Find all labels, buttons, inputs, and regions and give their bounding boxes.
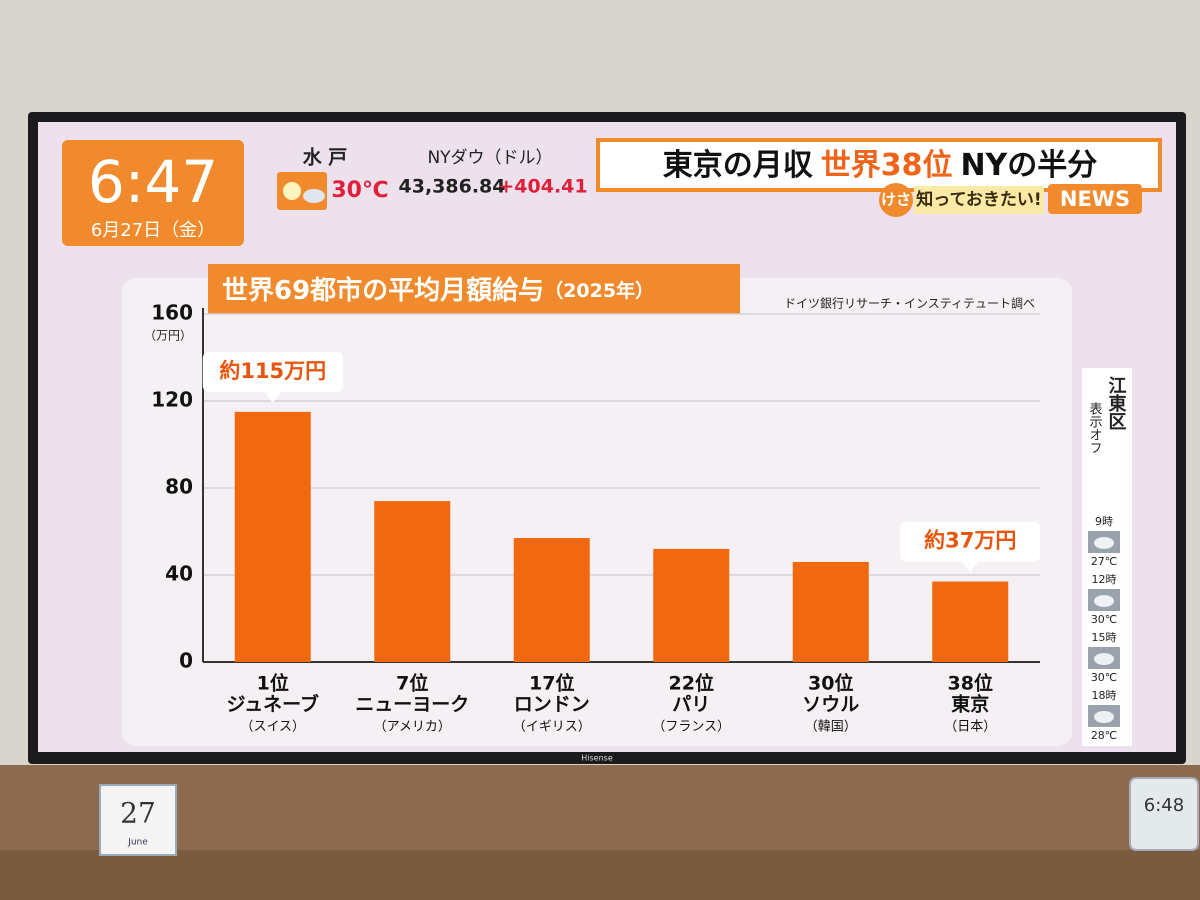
date: 6月27日（金） xyxy=(91,220,215,241)
program-tag-box xyxy=(914,186,1044,214)
cloud xyxy=(1094,595,1114,607)
forecast-time: 18時 xyxy=(1092,689,1117,702)
y-tick-label: 0 xyxy=(179,649,193,673)
x-country-label: （イギリス） xyxy=(513,720,591,735)
x-country-label: （スイス） xyxy=(240,720,305,735)
bar xyxy=(513,538,590,662)
forecast-temp: 28℃ xyxy=(1091,729,1117,742)
forecast-time: 12時 xyxy=(1092,573,1117,586)
x-country-label: （アメリカ） xyxy=(374,720,451,735)
x-tick-label: ニューヨーク xyxy=(355,694,469,716)
desk-clock-time: 6:48 xyxy=(1144,795,1184,816)
cloud-icon xyxy=(303,189,325,203)
title-text: 世界69都市の平均月額給与 xyxy=(222,275,544,306)
headline-part: NYの半分 xyxy=(960,148,1097,183)
x-country-label: （韓国） xyxy=(805,720,857,735)
calendar-month: June xyxy=(127,838,148,848)
dow-value: 43,386.84 xyxy=(399,176,506,198)
value-label: 約37万円 xyxy=(924,529,1016,553)
panel-note: 表示オフ xyxy=(1087,402,1103,454)
x-tick-label: ソウル xyxy=(802,694,859,716)
y-tick-label: 40 xyxy=(165,562,193,586)
value-callout xyxy=(900,521,1041,562)
program-badge xyxy=(879,183,913,217)
bar xyxy=(653,548,730,662)
x-rank-label: 38位 xyxy=(948,672,993,695)
forecast-time: 9時 xyxy=(1095,515,1113,528)
y-tick-label: 160 xyxy=(151,301,193,325)
headline-part: 東京の月収 xyxy=(663,148,814,183)
x-tick-label: ロンドン xyxy=(514,694,590,716)
cloud xyxy=(1094,653,1114,665)
bar xyxy=(792,561,869,662)
forecast-temp: 27℃ xyxy=(1091,555,1117,568)
cloud xyxy=(1094,537,1114,549)
desk-clock xyxy=(1129,777,1199,851)
headline-box xyxy=(596,138,1162,192)
y-tick-label: 120 xyxy=(151,388,193,412)
tv-brand: Hisense xyxy=(581,754,613,763)
sun-icon xyxy=(283,182,301,200)
x-rank-label: 7位 xyxy=(396,672,428,695)
panel-area: 江東区 xyxy=(1106,376,1127,430)
x-tick-label: パリ xyxy=(672,694,710,716)
clock: 6:47 xyxy=(88,148,218,216)
cloud xyxy=(1094,711,1114,723)
value-label: 約115万円 xyxy=(219,359,326,383)
dow-label: NYダウ（ドル） xyxy=(427,148,552,168)
x-rank-label: 17位 xyxy=(529,672,574,695)
clock-box xyxy=(62,140,244,246)
calendar-block xyxy=(99,784,177,856)
dow-change: +404.41 xyxy=(498,176,587,198)
y-tick-label: 80 xyxy=(165,475,193,499)
value-callout-pointer xyxy=(961,560,980,573)
x-country-label: （フランス） xyxy=(652,720,730,735)
cabinet-front xyxy=(0,850,1200,900)
source: ドイツ銀行リサーチ・インスティテュート調べ xyxy=(784,297,1035,311)
chart-title: 世界69都市の平均月額給与（2025年） xyxy=(222,275,654,306)
value-callout-pointer xyxy=(263,390,282,403)
temperature: 30℃ xyxy=(331,178,388,203)
news-box xyxy=(1048,184,1142,214)
headline-part: 世界38位 xyxy=(821,148,953,183)
bar xyxy=(234,411,311,662)
bar xyxy=(374,501,451,662)
x-rank-label: 1位 xyxy=(257,672,289,695)
x-rank-label: 30位 xyxy=(808,672,853,695)
forecast-temp: 30℃ xyxy=(1091,671,1117,684)
subtitle: （2025年） xyxy=(544,279,654,302)
x-tick-label: 東京 xyxy=(951,693,989,716)
program-name: けさ xyxy=(881,191,911,209)
calendar-day: 27 xyxy=(120,797,156,830)
value-callout xyxy=(202,351,343,392)
y-unit: （万円） xyxy=(144,329,192,343)
forecast-temp: 30℃ xyxy=(1091,613,1117,626)
forecast-time: 15時 xyxy=(1092,631,1117,644)
title-box xyxy=(208,264,740,314)
location: 水 戸 xyxy=(303,147,348,169)
headline: 東京の月収 世界38位 NYの半分 xyxy=(663,148,1098,183)
x-rank-label: 22位 xyxy=(669,672,714,695)
weather-panel xyxy=(1082,368,1132,746)
program-tag: 知っておきたい! xyxy=(915,189,1041,210)
x-tick-label: ジュネーブ xyxy=(226,693,319,716)
news-label: NEWS xyxy=(1060,187,1130,211)
bar xyxy=(932,581,1009,662)
x-country-label: （日本） xyxy=(944,720,996,735)
